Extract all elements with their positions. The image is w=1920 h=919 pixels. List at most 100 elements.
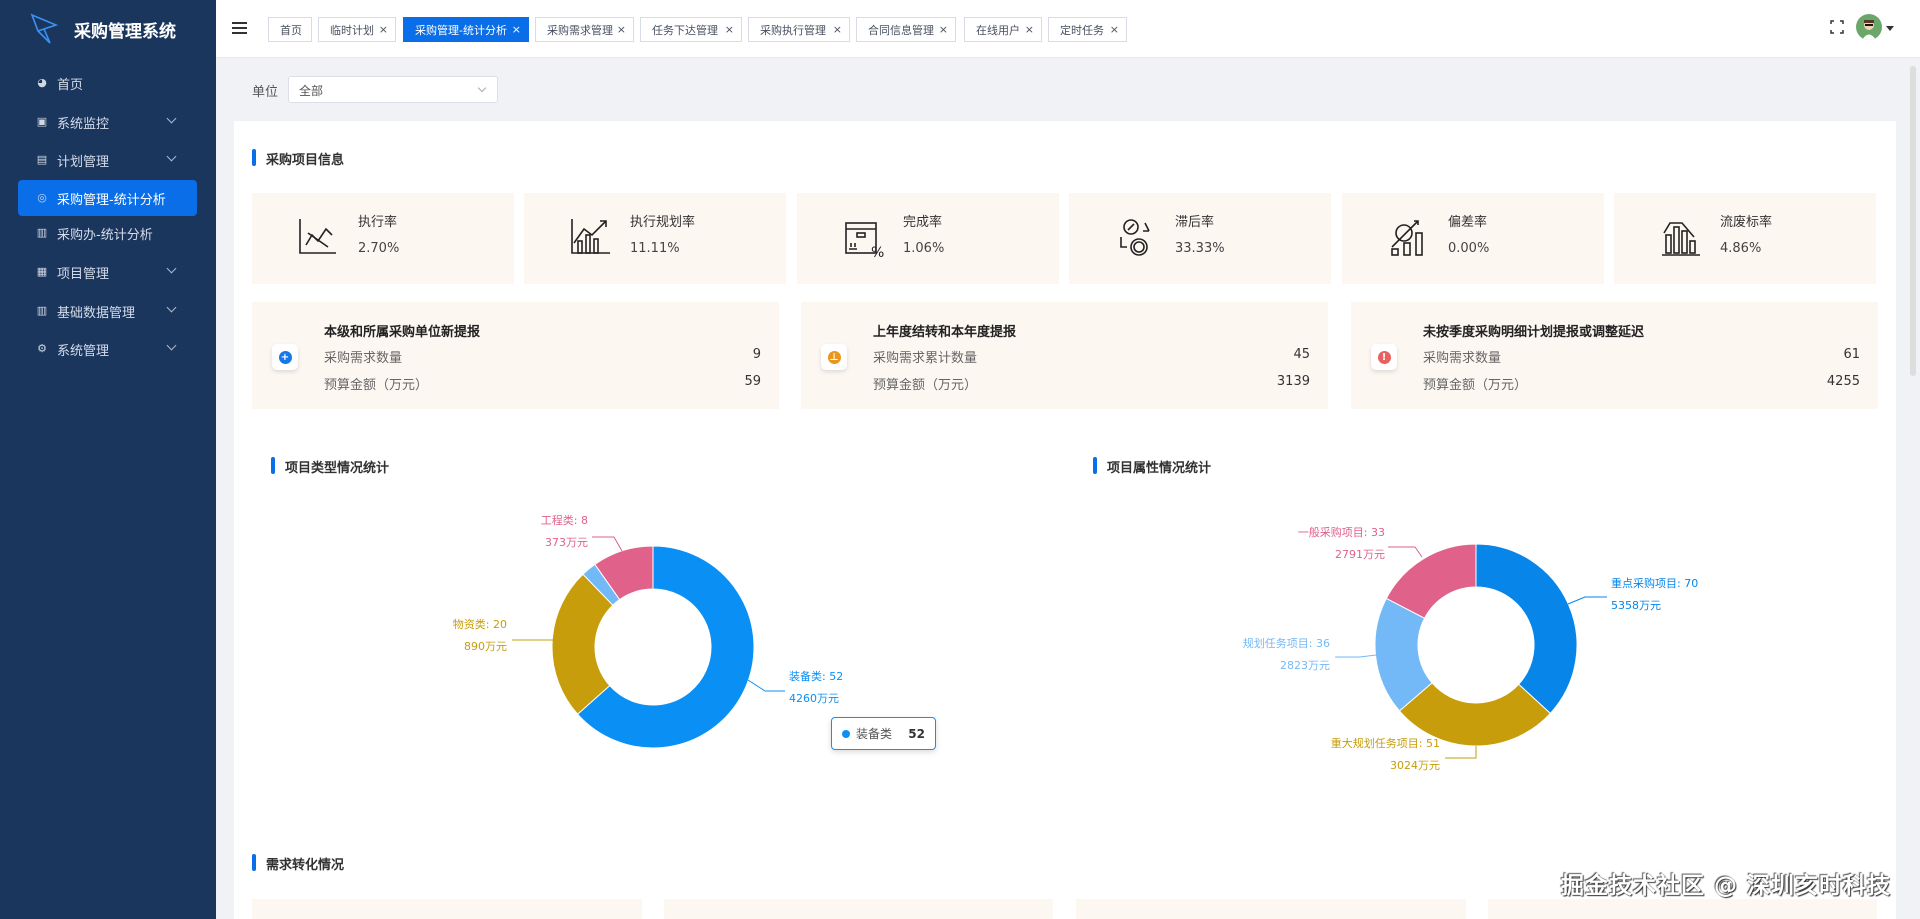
label-leader-line: [1335, 654, 1377, 658]
app-logo[interactable]: 采购管理系统: [0, 0, 216, 58]
summary-row-label: 采购需求数量: [324, 351, 403, 366]
coin-exchange-icon: [1120, 219, 1150, 256]
gear-growth-icon: [1391, 220, 1423, 256]
tab-label: 采购执行管理: [760, 23, 826, 37]
summary-card: ! 未按季度采购明细计划提报或调整延迟 采购需求数量 61 预算金额（万元） 4255: [1351, 302, 1878, 409]
label-leader-line: [1445, 746, 1477, 759]
donut-slice[interactable]: [1475, 543, 1578, 715]
sidebar-item[interactable]: ▥ 采购办-统计分析: [18, 215, 197, 251]
summary-row-label: 采购需求数量: [1423, 351, 1502, 366]
donut-slice[interactable]: [1385, 543, 1477, 619]
fullscreen-icon[interactable]: [1830, 20, 1844, 34]
tab[interactable]: 合同信息管理 ×: [856, 17, 956, 42]
sidebar-item[interactable]: ⚙ 系统管理: [18, 331, 197, 367]
filter-label: 单位: [252, 85, 279, 100]
slice-amount-label: 890万元: [464, 640, 507, 653]
conversion-card: [252, 899, 642, 919]
donut-slice[interactable]: [594, 545, 654, 601]
sidebar-item[interactable]: ◕ 首页: [18, 65, 197, 101]
slice-label: 重点采购项目: 70: [1611, 576, 1698, 590]
conversion-card: [1076, 899, 1466, 919]
scrollbar[interactable]: [1910, 66, 1916, 376]
sidebar-item-label: 计划管理: [57, 154, 110, 170]
metric-value: 0.00%: [1448, 241, 1490, 256]
decline-chart-icon: [1662, 222, 1700, 256]
slice-label: 工程类: 8: [541, 513, 588, 527]
close-icon[interactable]: ×: [1109, 23, 1119, 36]
chart-tooltip: 装备类 52: [831, 717, 936, 750]
close-icon[interactable]: ×: [378, 23, 388, 36]
sidebar-item-label: 系统管理: [57, 343, 110, 359]
sidebar-item[interactable]: ▥ 基础数据管理: [18, 293, 197, 329]
summary-row: 采购需求数量 9: [324, 347, 761, 366]
caret-down-icon[interactable]: [1886, 26, 1894, 31]
slice-label: 重大规划任务项目: 51: [1331, 736, 1440, 750]
section-title-type-chart: 项目类型情况统计: [271, 457, 389, 476]
tab-label: 采购需求管理: [547, 23, 613, 37]
tab-label: 定时任务: [1060, 23, 1104, 37]
summary-row-label: 预算金额（万元）: [873, 378, 978, 393]
calculator-icon: ▦: [36, 265, 48, 278]
tab[interactable]: 临时计划 ×: [318, 17, 396, 42]
sidebar-item[interactable]: ▦ 项目管理: [18, 254, 197, 290]
summary-row: 预算金额（万元） 4255: [1423, 374, 1860, 393]
summary-row-label: 预算金额（万元）: [1423, 378, 1528, 393]
donut-slice[interactable]: [1398, 682, 1552, 747]
close-icon[interactable]: ×: [616, 23, 626, 36]
slice-amount-label: 5358万元: [1611, 599, 1661, 612]
tab[interactable]: 定时任务 ×: [1048, 17, 1127, 42]
slice-label: 物资类: 20: [453, 617, 507, 631]
tab[interactable]: 采购管理-统计分析 ×: [403, 17, 529, 42]
tooltip-dot: [842, 729, 850, 738]
tab[interactable]: 采购需求管理 ×: [535, 17, 634, 42]
metric-value: 4.86%: [1720, 241, 1762, 256]
close-icon[interactable]: ×: [832, 23, 842, 36]
avatar[interactable]: [1856, 14, 1882, 40]
summary-row-label: 采购需求累计数量: [873, 351, 978, 366]
summary-row: 预算金额（万元） 59: [324, 374, 761, 393]
summary-title: 上年度结转和本年度提报: [873, 325, 1017, 340]
metric-card: 流废标率 4.86%: [1614, 193, 1876, 284]
donut-slice[interactable]: [576, 545, 755, 749]
alert-icon: !: [1371, 344, 1397, 370]
sidebar-item[interactable]: ◎ 采购管理-统计分析: [18, 180, 197, 216]
metric-card: 执行率 2.70%: [252, 193, 514, 284]
dashboard-icon: ◕: [37, 76, 47, 89]
line-chart-icon: [299, 219, 336, 254]
tab[interactable]: 在线用户 ×: [964, 17, 1042, 42]
summary-row-value: 4255: [1826, 374, 1860, 389]
bar-chart-icon: ▥: [36, 304, 48, 317]
summary-row-value: 61: [1843, 347, 1860, 362]
tab[interactable]: 任务下达管理 ×: [640, 17, 742, 42]
summary-row-value: 45: [1293, 347, 1310, 362]
sidebar-item-label: 系统监控: [57, 116, 110, 132]
label-leader-line: [1388, 546, 1423, 558]
tab-label: 首页: [280, 23, 302, 37]
metric-label: 流废标率: [1720, 215, 1773, 230]
menu-toggle-icon[interactable]: [232, 22, 247, 35]
sidebar-item-label: 采购管理-统计分析: [57, 192, 166, 208]
metric-value: 1.06%: [903, 241, 945, 256]
tab[interactable]: 首页: [268, 17, 312, 42]
tab-label: 采购管理-统计分析: [415, 23, 507, 37]
summary-card: + 本级和所属采购单位新提报 采购需求数量 9 预算金额（万元） 59: [252, 302, 779, 409]
sidebar-item[interactable]: ▤ 计划管理: [18, 142, 197, 178]
metric-value: 2.70%: [358, 241, 400, 256]
sidebar-item-label: 项目管理: [57, 266, 110, 282]
bar-chart-icon: ▥: [36, 226, 48, 239]
sidebar-item[interactable]: ▣ 系统监控: [18, 104, 197, 140]
close-icon[interactable]: ×: [1024, 23, 1034, 36]
summary-row: 采购需求累计数量 45: [873, 347, 1310, 366]
close-icon[interactable]: ×: [938, 23, 948, 36]
sidebar-item-label: 首页: [57, 77, 84, 93]
upload-icon: ⊥: [821, 344, 847, 370]
close-icon[interactable]: ×: [511, 23, 521, 36]
unit-select[interactable]: 全部: [288, 76, 498, 103]
summary-row-value: 59: [744, 374, 761, 389]
label-leader-line: [747, 679, 785, 692]
metric-card: 偏差率 0.00%: [1342, 193, 1604, 284]
summary-row-value: 9: [752, 347, 761, 362]
close-icon[interactable]: ×: [724, 23, 734, 36]
tab[interactable]: 采购执行管理 ×: [748, 17, 850, 42]
